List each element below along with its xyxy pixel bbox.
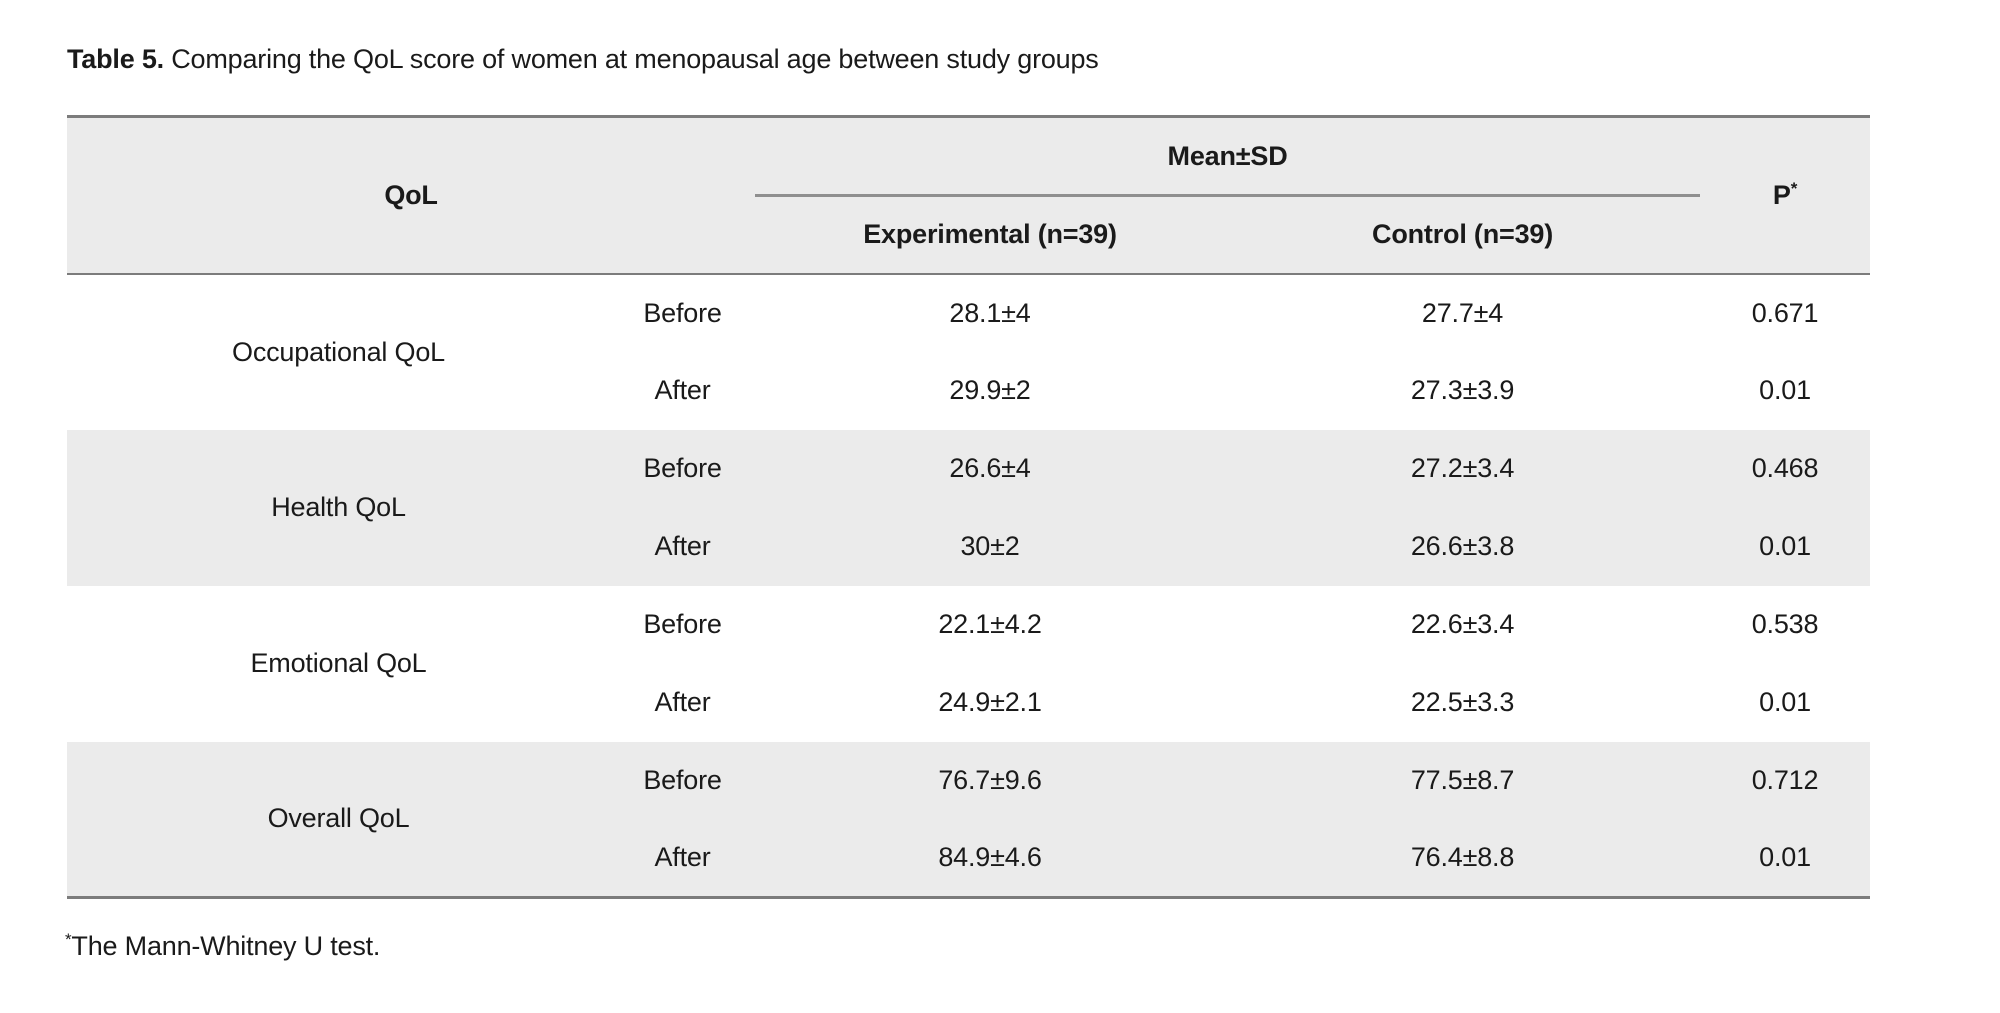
header-row-top: QoL Mean±SD P* xyxy=(67,116,1871,275)
phase-cell: After xyxy=(654,375,711,405)
header-control: Control (n=39) xyxy=(1225,195,1701,275)
header-experimental: Experimental (n=39) xyxy=(755,195,1226,275)
header-p: P* xyxy=(1700,116,1871,275)
table-caption: Table 5. Comparing the QoL score of wome… xyxy=(67,44,1099,75)
p-value-cell: 0.538 xyxy=(1751,609,1819,639)
table-body: Occupational QoL Before 28.1±4 27.7±4 0.… xyxy=(67,274,1871,898)
footnote-asterisk: * xyxy=(65,930,72,949)
footnote-text: The Mann-Whitney U test. xyxy=(71,931,381,961)
table-row: Occupational QoL Before 28.1±4 27.7±4 0.… xyxy=(67,274,1870,367)
phase-cell: Before xyxy=(610,741,756,820)
p-value-cell: 0.712 xyxy=(1700,741,1871,820)
table-row: Overall QoL Before 76.7±9.6 77.5±8.7 0.7… xyxy=(67,741,1871,898)
p-value-cell: 0.671 xyxy=(1751,297,1819,328)
phase-cell: Before xyxy=(610,429,756,508)
p-value-cell: 0.01 xyxy=(1700,507,1871,586)
header-p-asterisk: * xyxy=(1790,178,1798,198)
p-value-cell: 0.01 xyxy=(1759,375,1811,405)
p-value-cell: 0.01 xyxy=(1759,687,1811,717)
table-caption-label: Table 5. xyxy=(67,44,164,74)
control-value-cell: 27.3±3.9 xyxy=(1410,375,1515,405)
header-qol: QoL xyxy=(67,116,756,275)
experimental-value-cell: 26.6±4 xyxy=(755,429,1226,508)
table-row: Health QoL Before 26.6±4 27.2±3.4 0.468 xyxy=(67,429,1871,586)
phase-cell: Before xyxy=(643,297,722,328)
control-value-cell: 22.5±3.3 xyxy=(1410,687,1515,717)
qol-group-name: Health QoL xyxy=(67,429,610,586)
table-row: After 84.9±4.6 76.4±8.8 0.01 xyxy=(67,819,1871,898)
experimental-value-cell: 29.9±2 xyxy=(949,375,1031,405)
phase-cell: After xyxy=(654,687,711,717)
p-value-cell: 0.468 xyxy=(1700,429,1871,508)
control-value-cell: 27.7±4 xyxy=(1421,297,1504,328)
table-footnote: *The Mann-Whitney U test. xyxy=(65,931,380,962)
table-row: After 24.9±2.1 22.5±3.3 0.01 xyxy=(67,664,1870,742)
qol-group-name: Emotional QoL xyxy=(250,648,427,678)
control-value-cell: 26.6±3.8 xyxy=(1225,507,1701,586)
phase-cell: After xyxy=(610,507,756,586)
table-row: After 30±2 26.6±3.8 0.01 xyxy=(67,507,1871,586)
header-p-label: P xyxy=(1772,179,1791,210)
table-row: Emotional QoL Before 22.1±4.2 22.6±3.4 0… xyxy=(67,586,1870,678)
experimental-value-cell: 84.9±4.6 xyxy=(755,819,1226,898)
table-caption-text: Comparing the QoL score of women at meno… xyxy=(171,44,1099,74)
experimental-value-cell: 24.9±2.1 xyxy=(938,687,1042,717)
qol-comparison-table: QoL Mean±SD P* Experimental (n=39) Contr… xyxy=(67,115,1871,899)
phase-cell: Before xyxy=(643,609,722,639)
phase-cell: After xyxy=(610,819,756,898)
experimental-value-cell: 30±2 xyxy=(755,507,1226,586)
header-mean-sd: Mean±SD xyxy=(755,116,1701,197)
qol-group-name: Occupational QoL xyxy=(232,336,445,367)
experimental-value-cell: 22.1±4.2 xyxy=(938,609,1042,639)
experimental-value-cell: 76.7±9.6 xyxy=(755,741,1226,820)
p-value-cell: 0.01 xyxy=(1700,819,1871,898)
header-row-sub: Experimental (n=39) Control (n=39) xyxy=(67,195,1870,275)
qol-group-name: Overall QoL xyxy=(67,741,610,898)
control-value-cell: 27.2±3.4 xyxy=(1225,429,1701,508)
control-value-cell: 22.6±3.4 xyxy=(1410,609,1515,639)
control-value-cell: 76.4±8.8 xyxy=(1225,819,1701,898)
table-header: QoL Mean±SD P* Experimental (n=39) Contr… xyxy=(67,116,1871,275)
table-row: After 29.9±2 27.3±3.9 0.01 xyxy=(67,352,1870,430)
control-value-cell: 77.5±8.7 xyxy=(1225,741,1701,820)
experimental-value-cell: 28.1±4 xyxy=(949,297,1031,328)
